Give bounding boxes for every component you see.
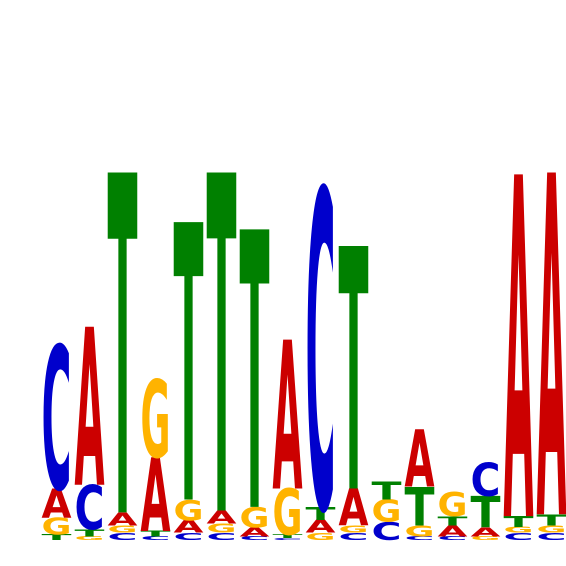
letter-A-pos-16: A: [537, 80, 566, 566]
letter-T-pos-6: T: [207, 80, 237, 566]
letter-G-pos-2: G: [75, 536, 105, 542]
letter-A-pos-12: A: [405, 414, 435, 505]
letter-C-pos-1: C: [42, 307, 72, 535]
letter-C-pos-14: C: [471, 455, 501, 508]
letter-A-pos-5: A: [174, 517, 205, 538]
letter-A-pos-7: A: [240, 525, 271, 540]
letter-T-pos-11: T: [372, 477, 403, 506]
letter-G-pos-5: G: [174, 494, 204, 526]
letter-C-pos-10: C: [339, 531, 369, 543]
letter-T-pos-5: T: [174, 147, 204, 566]
letter-G-pos-4: G: [141, 360, 171, 483]
letter-T-pos-1: T: [42, 533, 73, 542]
letter-T-pos-7: T: [240, 154, 270, 566]
logo-position-11: CGT: [372, 477, 403, 547]
letter-T-pos-10: T: [339, 180, 369, 566]
letter-C-pos-6: C: [207, 531, 237, 543]
letter-T-pos-9: T: [306, 503, 336, 524]
letter-G-pos-6: G: [207, 522, 237, 536]
letter-C-pos-9: C: [306, 104, 336, 566]
letter-T-pos-2: T: [75, 527, 105, 539]
letter-G-pos-10: G: [339, 524, 369, 536]
letter-G-pos-9: G: [306, 531, 336, 543]
letter-G-pos-16: G: [537, 524, 566, 536]
letter-A-pos-15: A: [504, 82, 534, 566]
letter-C-pos-7: C: [240, 535, 270, 541]
letter-A-pos-10: A: [339, 478, 369, 537]
letter-A-pos-6: A: [207, 508, 238, 529]
letter-G-pos-14: G: [471, 536, 501, 542]
letter-G-pos-7: G: [240, 501, 270, 533]
letter-C-pos-11: C: [372, 517, 402, 547]
letter-A-pos-1: A: [42, 481, 72, 528]
letter-A-pos-13: A: [438, 522, 468, 539]
letter-A-pos-4: A: [141, 438, 171, 555]
letter-T-pos-12: T: [405, 477, 435, 538]
letter-G-pos-12: G: [405, 522, 435, 540]
letter-T-pos-16: T: [537, 511, 566, 529]
letter-T-pos-15: T: [504, 513, 535, 531]
letter-A-pos-9: A: [306, 517, 337, 538]
letter-C-pos-12: C: [405, 535, 435, 541]
letter-G-pos-3: G: [108, 524, 138, 536]
letter-G-pos-8: G: [273, 477, 303, 550]
letter-C-pos-16: C: [537, 531, 566, 543]
letter-T-pos-13: T: [438, 514, 468, 529]
letter-G-pos-13: G: [438, 487, 468, 525]
letter-T-pos-3: T: [108, 82, 138, 566]
letter-C-pos-3: C: [108, 531, 138, 543]
letter-T-pos-14: T: [471, 489, 501, 538]
letter-A-pos-2: A: [75, 283, 105, 536]
letter-A-pos-14: A: [471, 525, 502, 540]
letter-C-pos-2: C: [75, 474, 105, 544]
letter-C-pos-15: C: [504, 531, 534, 543]
letter-A-pos-3: A: [108, 509, 139, 530]
letter-G-pos-1: G: [42, 514, 72, 540]
letter-A-pos-8: A: [273, 300, 303, 538]
letter-G-pos-15: G: [504, 526, 534, 535]
letter-C-pos-5: C: [174, 531, 204, 543]
letter-C-pos-8: C: [273, 538, 303, 541]
letter-C-pos-13: C: [438, 535, 468, 541]
letter-C-pos-4: C: [141, 535, 171, 541]
letter-G-pos-11: G: [372, 494, 402, 529]
letter-T-pos-8: T: [273, 534, 304, 540]
letter-T-pos-4: T: [141, 530, 172, 539]
